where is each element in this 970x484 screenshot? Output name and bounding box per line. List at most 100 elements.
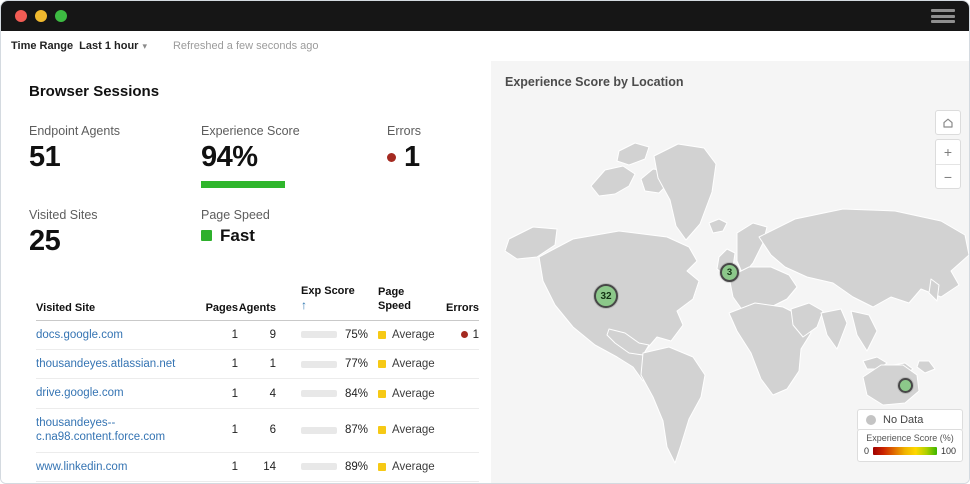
score-gradient-bar xyxy=(873,447,937,455)
pages-cell: 1 xyxy=(231,358,238,371)
error-dot-icon xyxy=(460,331,468,339)
metric-value: Fast xyxy=(220,225,255,245)
metric-value: 51 xyxy=(29,141,61,173)
minimize-window-icon[interactable] xyxy=(35,10,47,22)
table-header: Visited Site Pages Agents Exp Score ↑ Pa… xyxy=(36,284,479,321)
map-marker-united-kingdom[interactable]: 3 xyxy=(720,263,739,282)
page-speed-cell: Average xyxy=(368,329,446,341)
pages-cell: 1 xyxy=(231,424,238,437)
home-icon xyxy=(943,118,953,128)
no-data-label: No Data xyxy=(883,414,924,426)
exp-score-pct: 75% xyxy=(344,328,368,341)
column-header-agents[interactable]: Agents xyxy=(238,301,276,314)
site-link[interactable]: www.linkedin.com xyxy=(36,460,128,473)
visited-sites-table: Visited Site Pages Agents Exp Score ↑ Pa… xyxy=(36,284,479,483)
exp-score-cell: 75% xyxy=(276,329,368,341)
exp-score-cell: 77% xyxy=(276,358,368,370)
agents-cell: 6 xyxy=(269,424,276,437)
score-legend-title: Experience Score (%) xyxy=(866,433,954,443)
chevron-down-icon: ▾ xyxy=(142,40,147,51)
time-range-dropdown[interactable]: Last 1 hour ▾ xyxy=(79,40,147,52)
time-range-label: Time Range xyxy=(11,40,74,52)
browser-sessions-panel: Browser Sessions Endpoint Agents 51 Expe… xyxy=(1,61,491,483)
average-speed-icon xyxy=(378,330,386,339)
toolbar: Time Range Last 1 hour ▾ Refreshed a few… xyxy=(1,31,969,61)
score-legend-min: 0 xyxy=(864,446,870,456)
metric-page-speed: Page Speed Fast xyxy=(201,208,387,258)
zoom-out-button[interactable]: − xyxy=(936,164,960,188)
exp-score-header-label: Exp Score xyxy=(301,284,355,297)
metric-visited-sites: Visited Sites 25 xyxy=(29,208,201,258)
map-marker-united-states[interactable]: 32 xyxy=(594,284,618,308)
agents-cell: 14 xyxy=(263,460,276,473)
agents-cell: 9 xyxy=(269,328,276,341)
exp-score-bar xyxy=(301,463,337,471)
agents-cell: 4 xyxy=(269,387,276,400)
pages-cell: 1 xyxy=(231,387,238,400)
site-link[interactable]: drive.google.com xyxy=(36,387,124,400)
panel-title: Browser Sessions xyxy=(29,83,160,100)
zoom-in-button[interactable]: + xyxy=(943,144,953,160)
metric-value: 94% xyxy=(201,141,258,173)
column-header-errors[interactable]: Errors xyxy=(446,301,480,314)
exp-score-bar xyxy=(301,390,337,398)
main-content: Browser Sessions Endpoint Agents 51 Expe… xyxy=(1,61,969,483)
exp-score-bar xyxy=(301,360,337,368)
average-speed-icon xyxy=(378,360,386,369)
page-speed-text: Average xyxy=(392,328,435,341)
maximize-window-icon[interactable] xyxy=(55,10,67,22)
map-marker-australia[interactable] xyxy=(898,378,913,393)
titlebar xyxy=(1,1,969,31)
column-header-page-speed[interactable]: Page Speed xyxy=(378,286,412,313)
metric-value: 25 xyxy=(29,224,61,257)
page-speed-cell: Average xyxy=(368,461,446,473)
pages-cell: 1 xyxy=(231,328,238,341)
metric-label: Errors xyxy=(387,124,422,138)
site-link[interactable]: thousandeyes.atlassian.net xyxy=(36,358,176,371)
metric-label: Page Speed xyxy=(201,207,270,222)
time-range-value: Last 1 hour xyxy=(79,40,139,52)
metric-label: Visited Sites xyxy=(29,207,98,222)
exp-score-bar xyxy=(301,331,337,339)
score-legend-max: 100 xyxy=(940,446,956,456)
refreshed-status: Refreshed a few seconds ago xyxy=(172,40,319,52)
metric-endpoint-agents: Endpoint Agents 51 xyxy=(29,124,201,188)
page-speed-cell: Average xyxy=(368,358,446,370)
window-controls xyxy=(15,10,67,22)
experience-score-map-panel: Experience Score by Location xyxy=(491,61,969,483)
column-header-visited-site[interactable]: Visited Site xyxy=(36,301,96,314)
close-window-icon[interactable] xyxy=(15,10,27,22)
site-link[interactable]: thousandeyes-- c.na98.content.force.com xyxy=(36,416,166,444)
exp-score-pct: 89% xyxy=(344,460,368,473)
experience-score-bar xyxy=(201,180,285,188)
page-speed-text: Average xyxy=(392,460,435,473)
site-link[interactable]: docs.google.com xyxy=(36,328,123,341)
agents-cell: 1 xyxy=(269,358,276,371)
page-speed-text: Average xyxy=(392,358,435,371)
metrics-row-1: Endpoint Agents 51 Experience Score 94% … xyxy=(29,124,479,188)
metric-label: Endpoint Agents xyxy=(29,124,121,138)
fast-speed-icon xyxy=(201,230,212,242)
map-home-button[interactable] xyxy=(935,110,961,135)
column-header-pages[interactable]: Pages xyxy=(205,301,238,314)
exp-score-bar xyxy=(301,426,337,434)
experience-score-legend: Experience Score (%) 0 100 xyxy=(857,429,963,462)
column-header-exp-score[interactable]: Exp Score ↑ xyxy=(276,284,368,314)
metric-experience-score: Experience Score 94% xyxy=(201,124,387,188)
metrics-row-2: Visited Sites 25 Page Speed Fast xyxy=(29,208,479,258)
table-row: thousandeyes.atlassian.net 1 1 77% Avera… xyxy=(36,350,479,380)
table-row: docs.google.com 1 9 75% Average 1 xyxy=(36,321,479,351)
exp-score-cell: 84% xyxy=(276,388,368,400)
exp-score-cell: 89% xyxy=(276,461,368,473)
row-errors-cell: 1 xyxy=(446,329,479,341)
exp-score-pct: 77% xyxy=(344,358,368,371)
no-data-dot-icon xyxy=(866,415,876,425)
exp-score-pct: 87% xyxy=(344,424,368,437)
marker-count: 32 xyxy=(600,290,612,302)
page-speed-cell: Average xyxy=(368,388,446,400)
sort-ascending-icon[interactable]: ↑ xyxy=(301,298,307,313)
hamburger-menu-icon[interactable] xyxy=(931,9,955,23)
average-speed-icon xyxy=(378,426,386,435)
map-title: Experience Score by Location xyxy=(505,75,684,89)
